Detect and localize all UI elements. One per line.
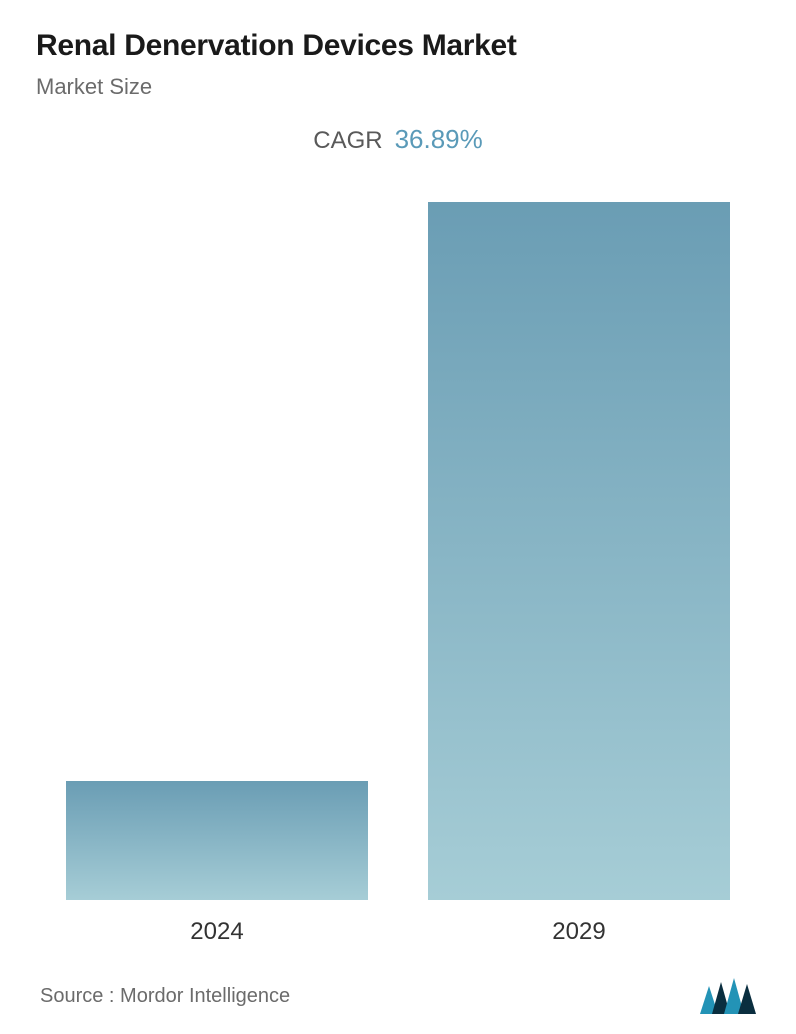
chart-subtitle: Market Size xyxy=(36,74,760,100)
cagr-label: CAGR xyxy=(313,127,382,155)
cagr-row: CAGR 36.89% xyxy=(36,124,760,155)
bar xyxy=(66,781,368,900)
bar xyxy=(428,202,730,900)
chart-title: Renal Denervation Devices Market xyxy=(36,28,760,64)
footer: Source : Mordor Intelligence xyxy=(36,978,760,1014)
chart-plot-area: 2024 2029 xyxy=(36,155,760,946)
bar-block: 2024 xyxy=(66,163,368,946)
logo-triangle-4 xyxy=(738,984,756,1014)
chart-container: Renal Denervation Devices Market Market … xyxy=(0,0,796,1034)
source-attribution: Source : Mordor Intelligence xyxy=(40,985,290,1008)
bar-x-label: 2024 xyxy=(190,918,243,946)
cagr-value: 36.89% xyxy=(395,124,483,155)
bar-block: 2029 xyxy=(428,163,730,946)
brand-logo-icon xyxy=(700,978,756,1014)
bar-x-label: 2029 xyxy=(552,918,605,946)
